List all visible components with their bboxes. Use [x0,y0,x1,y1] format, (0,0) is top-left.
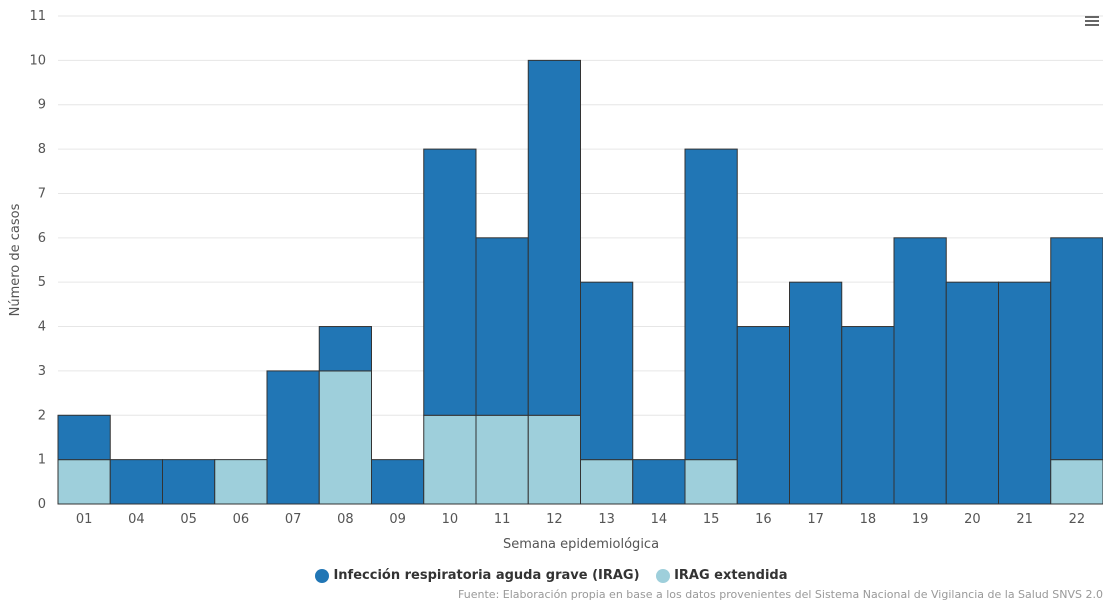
y-tick-label: 11 [29,9,46,24]
hamburger-menu-icon[interactable] [1085,16,1099,30]
source-note: Fuente: Elaboración propia en base a los… [458,588,1103,601]
x-tick-label: 19 [912,512,929,527]
bar-irag-week-09[interactable] [371,459,425,505]
bar-irag-week-16[interactable] [736,326,790,505]
x-tick-label: 10 [442,512,459,527]
bar-irag-week-18[interactable] [841,326,895,505]
bar-irag-extendida-week-06[interactable] [214,459,268,505]
x-tick-label: 22 [1069,512,1086,527]
x-tick-label: 21 [1016,512,1033,527]
y-tick-label: 8 [38,142,46,157]
x-tick-label: 18 [860,512,877,527]
y-tick-label: 6 [38,231,46,246]
bar-irag-week-04[interactable] [109,459,163,505]
x-tick-label: 20 [964,512,981,527]
x-tick-label: 07 [285,512,302,527]
x-tick-label: 13 [598,512,615,527]
y-tick-label: 10 [29,53,46,68]
x-tick-label: 06 [233,512,250,527]
legend-marker-irag-extendida [656,568,671,583]
bar-irag-week-20[interactable] [945,281,999,505]
bar-irag-week-11[interactable] [475,237,529,416]
y-tick-label: 1 [38,453,46,468]
bar-irag-week-19[interactable] [893,237,947,505]
x-tick-label: 04 [128,512,145,527]
y-tick-label: 4 [38,320,46,335]
bar-irag-week-08[interactable] [318,326,372,372]
bar-irag-extendida-week-10[interactable] [423,414,477,505]
bar-irag-extendida-week-08[interactable] [318,370,372,505]
bar-irag-extendida-week-01[interactable] [57,459,111,505]
x-tick-label: 12 [546,512,563,527]
bar-irag-extendida-week-22[interactable] [1050,459,1103,505]
bar-irag-week-14[interactable] [632,459,686,505]
y-tick-label: 0 [38,497,46,512]
x-tick-label: 17 [807,512,824,527]
bar-irag-week-10[interactable] [423,148,477,416]
bar-irag-week-15[interactable] [684,148,738,461]
bar-irag-extendida-week-12[interactable] [527,414,581,505]
x-tick-label: 16 [755,512,772,527]
bar-irag-week-05[interactable] [162,459,216,505]
legend-item-irag[interactable]: Infección respiratoria aguda grave (IRAG… [315,568,640,583]
bar-irag-extendida-week-13[interactable] [580,459,634,505]
bar-irag-extendida-week-11[interactable] [475,414,529,505]
x-tick-label: 09 [389,512,406,527]
bar-irag-extendida-week-15[interactable] [684,459,738,505]
y-tick-label: 5 [38,275,46,290]
bar-irag-week-12[interactable] [527,59,581,416]
y-axis-title: Número de casos [8,203,23,316]
bar-irag-week-22[interactable] [1050,237,1103,461]
legend: Infección respiratoria aguda grave (IRAG… [0,568,1103,587]
bars [57,59,1103,505]
y-tick-label: 3 [38,364,46,379]
y-tick-label: 2 [38,408,46,423]
x-tick-label: 08 [337,512,354,527]
bar-irag-week-17[interactable] [789,281,843,505]
bar-irag-week-21[interactable] [998,281,1052,505]
x-tick-label: 05 [180,512,197,527]
y-tick-label: 9 [38,98,46,113]
x-tick-labels: 01 04 05 06 07 08 09 10 11 12 13 14 15 16 17 18 19 20 21 22 [76,512,1085,527]
bar-irag-week-01[interactable] [57,414,111,461]
bar-irag-week-07[interactable] [266,370,320,505]
x-axis-title: Semana epidemiológica [503,537,659,552]
legend-marker-irag [315,568,330,583]
legend-label-irag: Infección respiratoria aguda grave (IRAG… [333,568,640,583]
bar-irag-week-13[interactable] [580,281,634,461]
x-tick-label: 11 [494,512,511,527]
y-tick-labels: 0 1 2 3 4 5 6 7 8 9 10 11 [29,9,46,512]
legend-item-irag-extendida[interactable]: IRAG extendida [656,568,788,583]
y-tick-label: 7 [38,186,46,201]
legend-label-irag-extendida: IRAG extendida [674,568,788,583]
x-tick-label: 15 [703,512,720,527]
x-tick-label: 01 [76,512,93,527]
x-tick-label: 14 [651,512,668,527]
